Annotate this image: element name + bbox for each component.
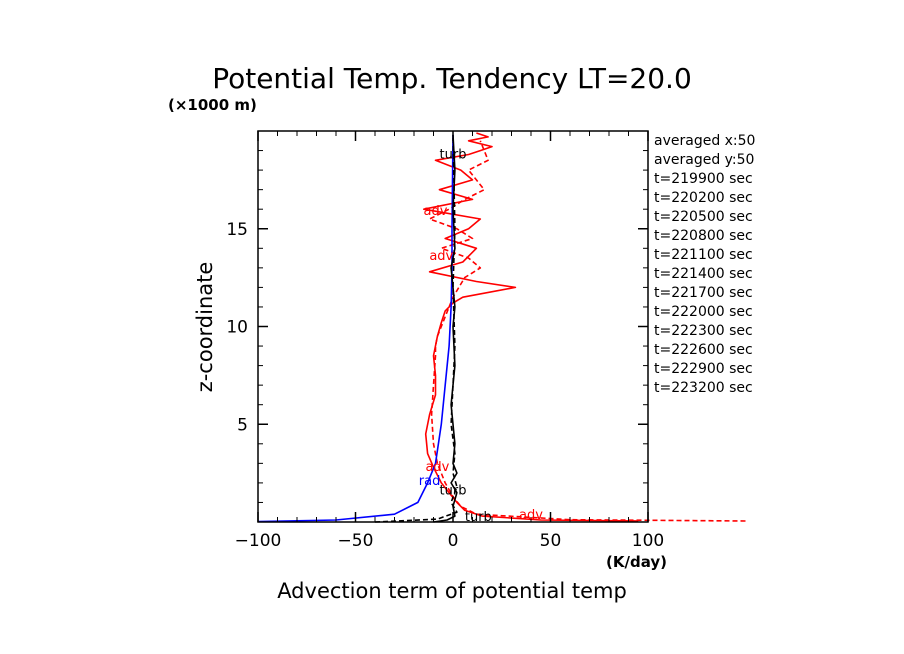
series-label-adv: adv <box>425 460 449 475</box>
series-line-adv-dashed <box>428 140 746 522</box>
x-tick-label: 100 <box>632 531 664 551</box>
series-label-adv: adv <box>519 508 543 523</box>
info-line: t=222300 sec <box>654 323 753 339</box>
chart-title: Potential Temp. Tendency LT=20.0 <box>212 62 692 95</box>
series-label-turb: turb <box>440 484 467 499</box>
info-line: t=222000 sec <box>654 304 753 320</box>
y-unit-label: (×1000 m) <box>168 96 257 114</box>
y-tick-label: 10 <box>226 318 248 338</box>
ticks-layer: −100 −50 0 50 100 5 10 15 <box>226 131 664 551</box>
info-line: t=223200 sec <box>654 380 753 396</box>
info-line: averaged x:50 <box>654 133 755 149</box>
info-line: t=219900 sec <box>654 171 753 187</box>
y-tick-label: 15 <box>226 220 248 240</box>
info-line: averaged y:50 <box>654 152 754 168</box>
info-line: t=221400 sec <box>654 266 753 282</box>
series-label-turb: turb <box>440 147 467 162</box>
info-line: t=221700 sec <box>654 285 753 301</box>
series-line-rad-solid <box>257 134 454 523</box>
series-label-rad: rad <box>419 474 441 489</box>
info-line: t=220200 sec <box>654 190 753 206</box>
x-axis-label: Advection term of potential temp <box>277 579 627 603</box>
y-tick-label: 5 <box>237 415 248 435</box>
series-label-turb: turb <box>465 510 492 525</box>
x-tick-label: −50 <box>338 531 374 551</box>
info-line: t=220500 sec <box>654 209 753 225</box>
x-unit-label: (K/day) <box>606 553 667 571</box>
info-line: t=220800 sec <box>654 228 753 244</box>
x-tick-label: 0 <box>448 531 459 551</box>
series-layer <box>257 132 746 523</box>
series-line-turb-dashed <box>374 134 458 523</box>
x-tick-label: 50 <box>540 531 562 551</box>
info-line: t=221100 sec <box>654 247 753 263</box>
info-line: t=222900 sec <box>654 361 753 377</box>
series-line-adv-solid <box>422 132 639 522</box>
x-tick-label: −100 <box>235 531 282 551</box>
y-axis-label: z-coordinate <box>193 262 217 393</box>
info-line: t=222600 sec <box>654 342 753 358</box>
info-panel: averaged x:50 averaged y:50 t=219900 sec t=… <box>654 133 755 396</box>
series-label-adv: adv <box>423 204 447 219</box>
series-label-adv: adv <box>429 249 453 264</box>
